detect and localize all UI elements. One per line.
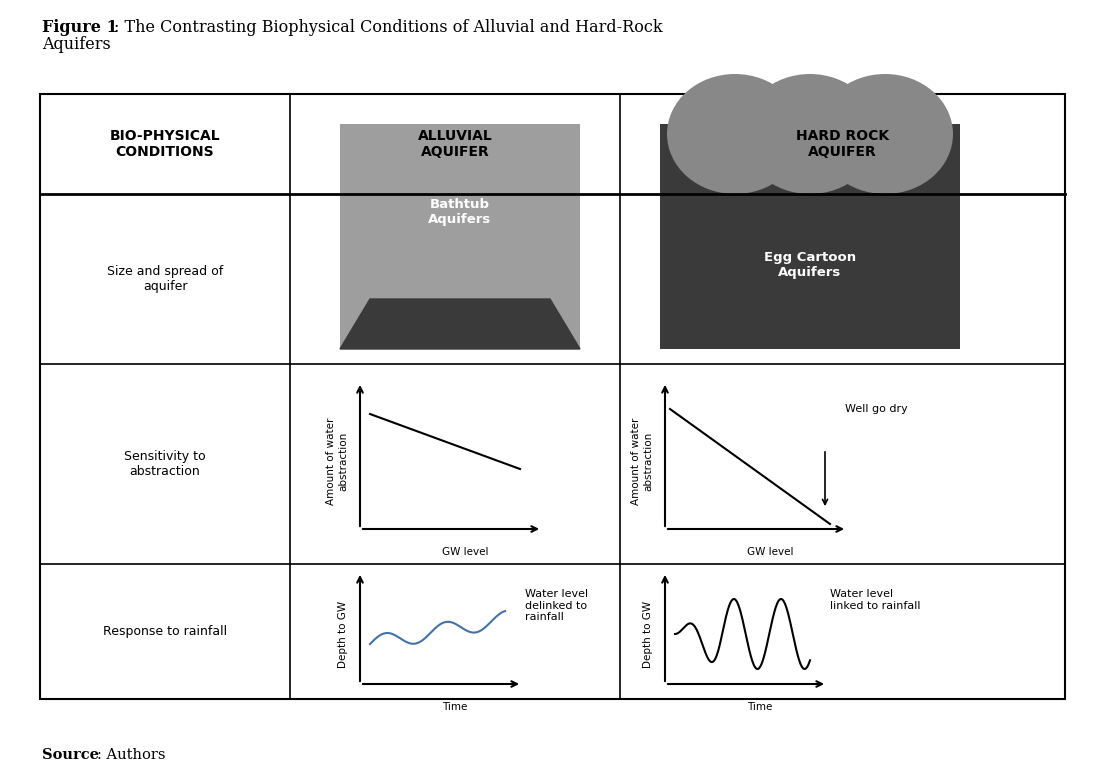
Text: Figure 1: Figure 1 xyxy=(42,19,118,36)
Text: Water level
linked to rainfall: Water level linked to rainfall xyxy=(830,589,920,611)
Ellipse shape xyxy=(742,74,877,194)
Text: Time: Time xyxy=(443,702,468,712)
Text: BIO-PHYSICAL
CONDITIONS: BIO-PHYSICAL CONDITIONS xyxy=(110,129,220,159)
Ellipse shape xyxy=(817,74,953,194)
Text: HARD ROCK
AQUIFER: HARD ROCK AQUIFER xyxy=(796,129,890,159)
Bar xyxy=(340,124,580,349)
Text: Size and spread of
aquifer: Size and spread of aquifer xyxy=(107,265,224,293)
Text: ALLUVIAL
AQUIFER: ALLUVIAL AQUIFER xyxy=(417,129,492,159)
Text: Amount of water
abstraction: Amount of water abstraction xyxy=(326,418,348,505)
Text: Response to rainfall: Response to rainfall xyxy=(102,625,227,638)
Text: Source: Source xyxy=(42,748,99,762)
Ellipse shape xyxy=(667,74,803,194)
Polygon shape xyxy=(340,299,580,349)
Text: : The Contrasting Biophysical Conditions of Alluvial and Hard-Rock: : The Contrasting Biophysical Conditions… xyxy=(115,19,663,36)
Text: Aquifers: Aquifers xyxy=(42,36,111,53)
Bar xyxy=(659,124,960,349)
Text: Amount of water
abstraction: Amount of water abstraction xyxy=(631,418,653,505)
Text: : Authors: : Authors xyxy=(97,748,165,762)
Text: GW level: GW level xyxy=(746,547,793,557)
Text: GW level: GW level xyxy=(442,547,488,557)
Text: Depth to GW: Depth to GW xyxy=(643,601,653,667)
Text: Sensitivity to
abstraction: Sensitivity to abstraction xyxy=(124,450,206,478)
Text: Depth to GW: Depth to GW xyxy=(338,601,348,667)
Text: Well go dry: Well go dry xyxy=(844,404,907,414)
Bar xyxy=(40,94,1065,699)
Text: Time: Time xyxy=(748,702,773,712)
Text: Egg Cartoon
Aquifers: Egg Cartoon Aquifers xyxy=(764,251,857,278)
Text: Bathtub
Aquifers: Bathtub Aquifers xyxy=(428,198,492,226)
Text: Water level
delinked to
rainfall: Water level delinked to rainfall xyxy=(525,589,588,622)
